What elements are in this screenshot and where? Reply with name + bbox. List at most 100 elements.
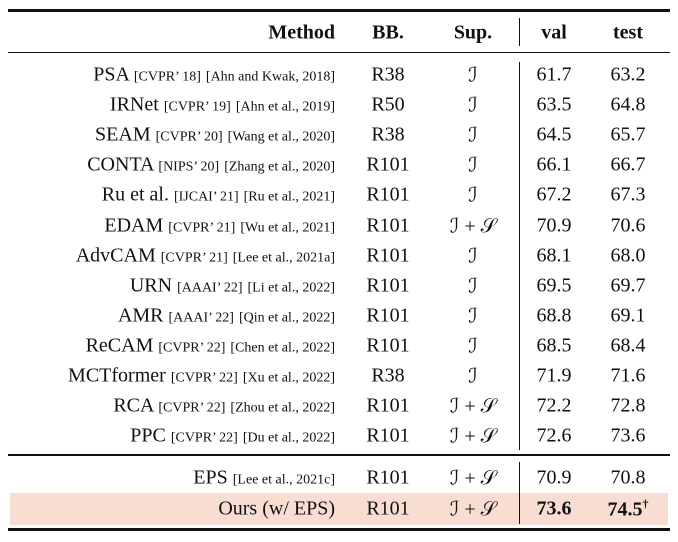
test-value: 67.3 <box>610 183 646 206</box>
backbone: R101 <box>366 497 410 520</box>
supervision: ℐ + 𝒮 <box>449 425 497 448</box>
group-rule <box>8 454 670 456</box>
test: 69.7 <box>611 274 646 297</box>
method-cell: ReCAM [CVPR’ 22] [Chen et al., 2022] <box>86 334 335 357</box>
backbone: R38 <box>371 63 405 86</box>
venue: [CVPR’ 22] <box>158 340 226 356</box>
test: 72.8 <box>611 395 646 418</box>
method-name: Ours (w/ EPS) <box>218 497 335 520</box>
citation: [Ru et al., 2021] <box>243 189 335 205</box>
backbone: R101 <box>366 304 410 327</box>
header-text: BB. <box>372 21 404 44</box>
val: 63.5 <box>536 93 572 116</box>
header-text: Method <box>268 21 335 44</box>
method-name: PSA <box>93 63 129 86</box>
venue: [CVPR’ 22] <box>158 400 226 416</box>
test-value: 72.8 <box>610 394 646 417</box>
bottom-rule <box>8 528 670 531</box>
method-name: SEAM <box>95 123 151 146</box>
supervision: ℐ + 𝒮 <box>449 395 497 418</box>
test-value: 68.0 <box>610 244 646 267</box>
supervision: ℐ + 𝒮 <box>449 498 497 521</box>
method-cell: SEAM [CVPR’ 20] [Wang et al., 2020] <box>95 124 335 147</box>
venue: [CVPR’ 20] <box>155 129 223 145</box>
test-value: 70.6 <box>610 214 646 236</box>
test: 68.0 <box>611 244 646 267</box>
backbone: R101 <box>366 424 410 447</box>
val: 68.1 <box>536 244 572 267</box>
supervision: ℐ <box>468 154 478 177</box>
method-cell: AMR [AAAI’ 22] [Qin et al., 2022] <box>118 304 335 327</box>
test-value: 69.1 <box>610 304 646 327</box>
val: 72.2 <box>536 394 572 417</box>
backbone: R101 <box>366 334 410 357</box>
method-name: URN <box>129 274 173 297</box>
supervision: ℐ + 𝒮 <box>449 215 497 237</box>
val: 69.5 <box>536 274 572 297</box>
supervision: ℐ <box>468 245 478 268</box>
val: 64.5 <box>536 123 572 146</box>
backbone: R38 <box>371 364 405 387</box>
val: 68.5 <box>536 334 572 357</box>
venue: [CVPR’ 18] <box>133 69 201 85</box>
method-name: AMR <box>117 304 164 327</box>
citation: [Xu et al., 2022] <box>242 370 335 386</box>
test: 69.1 <box>611 304 646 327</box>
backbone: R101 <box>366 274 410 297</box>
venue: [AAAI’ 22] <box>168 310 234 326</box>
test-value: 69.7 <box>610 274 646 297</box>
backbone: R101 <box>366 153 410 176</box>
venue: [CVPR’ 21] <box>160 250 228 266</box>
test-value: 66.7 <box>610 153 646 176</box>
method-name: CONTA <box>87 153 154 176</box>
val: 71.9 <box>536 364 572 387</box>
method-name: MCTformer <box>68 364 166 387</box>
test-value: 64.8 <box>610 93 646 116</box>
test-value: 73.6 <box>610 424 646 447</box>
header-cell: val <box>541 22 567 45</box>
citation: [Zhang et al., 2020] <box>224 159 335 175</box>
method-cell: Ours (w/ EPS) <box>218 498 335 521</box>
venue: [CVPR’ 22] <box>170 430 238 446</box>
column-divider <box>519 18 520 46</box>
supervision: ℐ <box>468 335 478 358</box>
citation: [Li et al., 2022] <box>247 280 335 296</box>
val: 72.6 <box>536 424 572 447</box>
venue: [CVPR’ 21] <box>168 220 236 235</box>
method-cell: PPC [CVPR’ 22] [Du et al., 2022] <box>130 425 335 448</box>
test: 74.5† <box>608 497 649 522</box>
supervision: ℐ + 𝒮 <box>449 467 497 490</box>
test-value: 63.2 <box>610 63 646 86</box>
test: 65.7 <box>611 124 646 147</box>
method-name: PPC <box>130 424 166 447</box>
backbone: R101 <box>366 244 410 267</box>
val: 66.1 <box>536 153 572 176</box>
test-value: 65.7 <box>610 123 646 146</box>
test: 66.7 <box>611 154 646 177</box>
test-value: 70.8 <box>610 466 646 489</box>
venue: [NIPS’ 20] <box>158 159 220 175</box>
test-value: 71.6 <box>610 364 646 387</box>
test: 67.3 <box>611 184 646 207</box>
val: 70.9 <box>536 466 572 489</box>
header-cell: BB. <box>372 22 404 45</box>
val: 73.6 <box>536 497 572 520</box>
citation: [Ahn et al., 2019] <box>235 99 335 115</box>
supervision: ℐ <box>468 64 478 87</box>
method-name: IRNet <box>109 93 159 116</box>
backbone: R38 <box>371 123 405 146</box>
method-name: EDAM <box>104 214 164 236</box>
header-cell: Method <box>268 22 335 45</box>
val: 67.2 <box>536 183 572 206</box>
header-cell: test <box>613 22 643 45</box>
method-name: Ru et al. <box>101 183 169 206</box>
backbone: R101 <box>366 394 410 417</box>
citation: [Ahn and Kwak, 2018] <box>205 69 335 85</box>
venue: [CVPR’ 22] <box>170 370 238 386</box>
header-cell: Sup. <box>454 22 492 45</box>
test: 70.8 <box>611 467 646 490</box>
method-name: EPS <box>193 466 228 489</box>
venue: [CVPR’ 19] <box>163 99 231 115</box>
test: 68.4 <box>611 334 646 357</box>
